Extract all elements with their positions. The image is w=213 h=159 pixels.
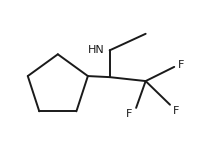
Text: F: F — [126, 109, 133, 119]
Text: F: F — [173, 106, 180, 115]
Text: HN: HN — [88, 45, 105, 55]
Text: F: F — [178, 60, 184, 70]
